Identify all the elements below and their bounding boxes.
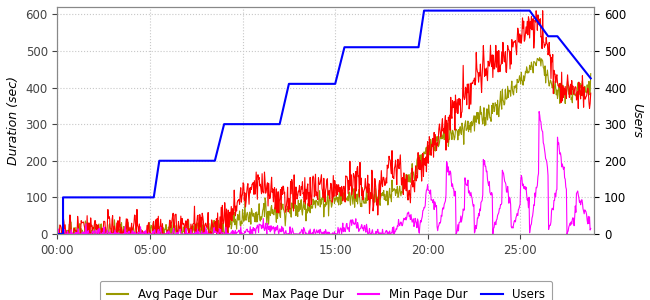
Users [420, 9, 428, 12]
Avg Page Dur [587, 72, 595, 75]
Y-axis label: Duration (sec): Duration (sec) [7, 76, 20, 165]
Users [211, 159, 219, 163]
Max Page Dur [192, 232, 200, 236]
Min Page Dur [514, 208, 522, 211]
Users [155, 159, 163, 163]
Avg Page Dur [53, 222, 61, 226]
Users [285, 82, 292, 86]
Min Page Dur [434, 229, 441, 232]
Users [53, 232, 61, 236]
Users [554, 34, 562, 38]
Users [332, 82, 339, 86]
Users [285, 82, 292, 86]
Users [220, 122, 228, 126]
Users [150, 196, 158, 199]
Avg Page Dur [434, 135, 441, 139]
Users [544, 34, 552, 38]
Users [220, 122, 228, 126]
Avg Page Dur [514, 81, 522, 84]
Users [72, 196, 80, 199]
Avg Page Dur [456, 128, 463, 131]
Users [415, 45, 422, 49]
Users [341, 45, 348, 49]
Avg Page Dur [536, 56, 543, 59]
Users [544, 34, 552, 38]
Users [72, 196, 80, 199]
Users [211, 159, 219, 163]
Avg Page Dur [54, 232, 62, 236]
Max Page Dur [433, 141, 441, 145]
Y-axis label: Users: Users [630, 103, 643, 138]
Min Page Dur [112, 231, 120, 235]
Max Page Dur [455, 97, 463, 100]
Min Page Dur [55, 232, 62, 236]
Avg Page Dur [112, 232, 120, 236]
Line: Users: Users [57, 11, 591, 234]
Max Page Dur [587, 91, 595, 95]
Avg Page Dur [282, 215, 290, 219]
Avg Page Dur [193, 221, 201, 225]
Max Page Dur [539, 9, 547, 13]
Users [155, 159, 163, 163]
Min Page Dur [456, 220, 463, 224]
Users [554, 34, 562, 38]
Users [587, 76, 595, 80]
Max Page Dur [112, 232, 120, 236]
Legend: Avg Page Dur, Max Page Dur, Min Page Dur, Users: Avg Page Dur, Max Page Dur, Min Page Dur… [99, 281, 552, 300]
Users [276, 122, 283, 126]
Users [276, 122, 283, 126]
Users [341, 45, 348, 49]
Max Page Dur [53, 232, 61, 236]
Users [415, 45, 422, 49]
Max Page Dur [281, 211, 289, 214]
Users [526, 9, 534, 12]
Line: Min Page Dur: Min Page Dur [57, 112, 591, 234]
Users [59, 196, 67, 199]
Line: Avg Page Dur: Avg Page Dur [57, 58, 591, 234]
Users [332, 82, 339, 86]
Users [150, 196, 158, 199]
Min Page Dur [53, 230, 61, 233]
Users [59, 232, 67, 236]
Min Page Dur [587, 227, 595, 230]
Min Page Dur [193, 232, 201, 236]
Min Page Dur [282, 229, 290, 232]
Min Page Dur [535, 110, 543, 113]
Max Page Dur [514, 26, 522, 30]
Users [420, 9, 428, 12]
Users [526, 9, 534, 12]
Line: Max Page Dur: Max Page Dur [57, 11, 591, 234]
